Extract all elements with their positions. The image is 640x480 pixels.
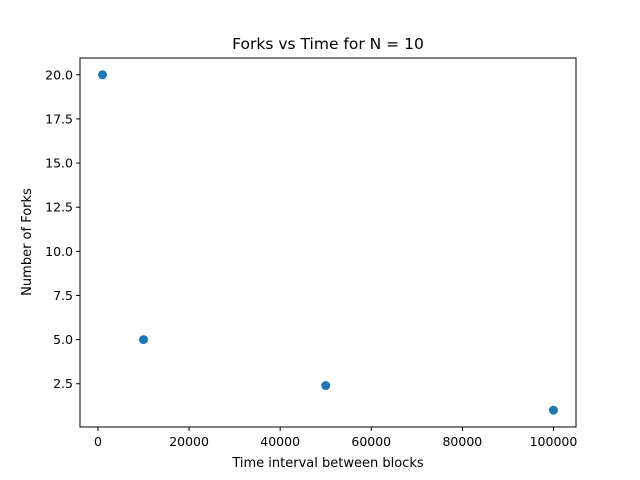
data-point (548, 405, 558, 415)
x-tick-label: 40000 (260, 434, 300, 449)
x-tick-label: 80000 (442, 434, 482, 449)
data-point (98, 70, 108, 80)
chart-title: Forks vs Time for N = 10 (232, 35, 424, 53)
y-tick-label: 15.0 (45, 156, 73, 171)
x-axis: 0 20000 40000 60000 80000 100000 (94, 427, 577, 449)
y-axis: 2.5 5.0 7.5 10.0 12.5 15.0 17.5 20.0 (45, 67, 80, 391)
y-tick-label: 12.5 (45, 200, 73, 215)
plot-area (79, 57, 577, 428)
x-tick-label: 20000 (169, 434, 209, 449)
y-axis-label: Number of Forks (20, 188, 35, 296)
y-tick-label: 20.0 (45, 67, 73, 82)
y-tick-label: 17.5 (45, 111, 73, 126)
y-tick-label: 2.5 (53, 376, 73, 391)
data-points (98, 70, 558, 415)
x-tick-label: 0 (94, 434, 102, 449)
x-tick-label: 60000 (351, 434, 391, 449)
y-tick-label: 10.0 (45, 244, 73, 259)
y-tick-label: 5.0 (53, 332, 73, 347)
data-point (139, 335, 149, 345)
data-point (321, 381, 331, 391)
y-tick-label: 7.5 (53, 288, 73, 303)
x-tick-label: 100000 (530, 434, 578, 449)
x-axis-label: Time interval between blocks (231, 456, 423, 471)
